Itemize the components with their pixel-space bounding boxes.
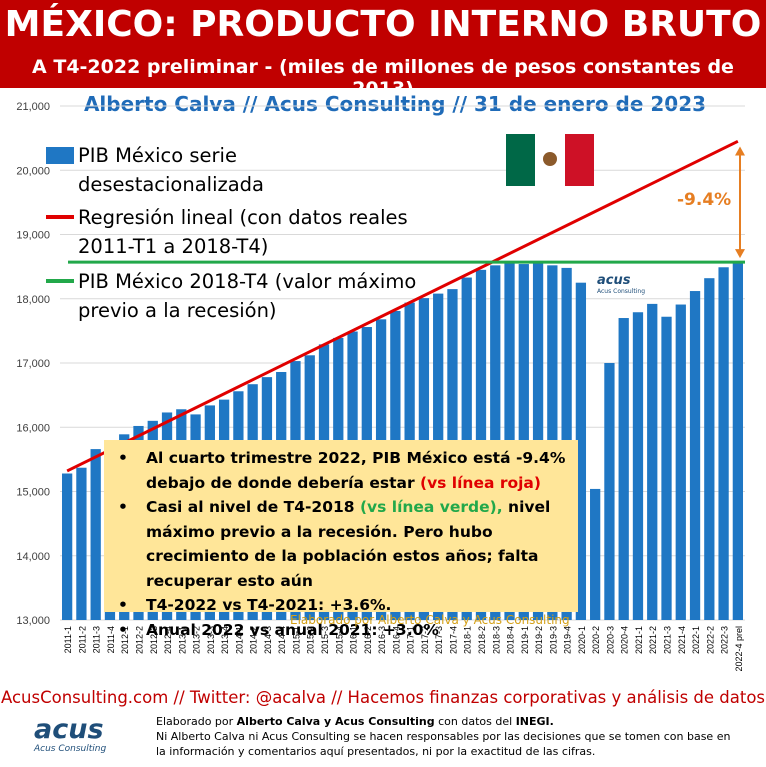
chart-subtitle: A T4-2022 preliminar - (miles de millone… bbox=[32, 56, 734, 100]
x-tick-label: 2021-2 bbox=[648, 626, 658, 654]
footer-line: AcusConsulting.com // Twitter: @acalva /… bbox=[0, 688, 766, 707]
legend-swatch-regression bbox=[46, 215, 74, 219]
bar bbox=[90, 449, 101, 620]
bar bbox=[590, 488, 601, 620]
y-tick-label: 16,000 bbox=[16, 422, 50, 434]
bar bbox=[704, 278, 715, 620]
note-item: Casi al nivel de T4-2018 (vs línea verde… bbox=[112, 495, 570, 593]
bar bbox=[61, 473, 73, 620]
bar bbox=[689, 291, 701, 620]
legend-label-regression: Regresión lineal (con datos reales 2011-… bbox=[78, 206, 408, 258]
x-tick-label: 2020-1 bbox=[577, 626, 587, 654]
credit-watermark: Elaborado por Alberto Calva y Acus Consu… bbox=[290, 613, 570, 627]
x-tick-label: 2011-1 bbox=[63, 626, 73, 653]
acus-watermark-logo: acus Acus Consulting bbox=[597, 273, 645, 295]
mexico-flag-icon bbox=[506, 134, 594, 186]
note-item: Anual 2022 vs anual 2021: +3.0% bbox=[112, 618, 570, 643]
gap-percent-label: -9.4% bbox=[677, 190, 732, 210]
x-tick-label: 2020-2 bbox=[591, 626, 601, 654]
watermark-logo-sub: Acus Consulting bbox=[597, 288, 646, 295]
regression-line bbox=[66, 139, 739, 473]
x-tick-label: 2011-2 bbox=[77, 626, 87, 653]
y-tick-label: 21,000 bbox=[16, 101, 50, 113]
bar bbox=[604, 363, 615, 620]
x-tick-label: 2011-4 bbox=[106, 626, 116, 653]
y-tick-label: 20,000 bbox=[16, 165, 50, 177]
bar bbox=[647, 303, 658, 620]
footer-disclaimer: Elaborado por Alberto Calva y Acus Consu… bbox=[156, 715, 731, 758]
x-tick-label: 2022-2 bbox=[705, 626, 715, 654]
y-tick-label: 17,000 bbox=[16, 358, 50, 370]
bar bbox=[675, 304, 686, 620]
notes-box: Al cuarto trimestre 2022, PIB México est… bbox=[104, 440, 578, 642]
gap-arrow-head bbox=[735, 146, 745, 156]
bar bbox=[632, 312, 644, 620]
y-tick-label: 19,000 bbox=[16, 230, 50, 242]
bar bbox=[661, 316, 672, 620]
x-tick-label: 2022-3 bbox=[720, 626, 730, 654]
x-tick-label: 2021-4 bbox=[677, 626, 687, 654]
footer-logo-sub: Acus Consulting bbox=[34, 744, 107, 754]
x-tick-label: 2011-3 bbox=[92, 626, 102, 653]
byline: Alberto Calva // Acus Consulting // 31 d… bbox=[83, 92, 707, 116]
watermark-logo-text: acus bbox=[597, 273, 631, 288]
x-tick-label: 2022-1 bbox=[691, 626, 701, 654]
bar bbox=[618, 318, 629, 620]
legend-label-bars: PIB México serie desestacionalizada bbox=[78, 144, 265, 196]
x-tick-label: 2021-3 bbox=[663, 626, 673, 654]
title-banner: MÉXICO: PRODUCTO INTERNO BRUTO A T4-2022… bbox=[0, 0, 766, 100]
bar bbox=[575, 282, 587, 620]
bar bbox=[732, 262, 744, 620]
legend-swatch-reference bbox=[46, 279, 74, 283]
y-tick-label: 18,000 bbox=[16, 294, 50, 306]
x-tick-label: 2021-1 bbox=[634, 626, 644, 654]
x-tick-label: 2020-3 bbox=[605, 626, 615, 654]
note-item: Al cuarto trimestre 2022, PIB México est… bbox=[112, 446, 570, 495]
chart-title: MÉXICO: PRODUCTO INTERNO BRUTO bbox=[4, 4, 762, 45]
x-tick-label: 2020-4 bbox=[620, 626, 630, 654]
acus-logo: acus Acus Consulting bbox=[34, 714, 107, 755]
bar bbox=[718, 267, 729, 620]
x-tick-label: 2022-4 prel bbox=[734, 626, 744, 672]
footer-logo-text: acus bbox=[34, 714, 104, 745]
y-tick-label: 13,000 bbox=[16, 615, 50, 627]
legend-label-reference: PIB México 2018-T4 (valor máximo previo … bbox=[78, 270, 417, 322]
bar bbox=[76, 467, 87, 620]
y-tick-label: 14,000 bbox=[16, 551, 50, 563]
legend-swatch-bars bbox=[46, 147, 74, 164]
note-item: T4-2022 vs T4-2021: +3.6%. bbox=[112, 593, 570, 618]
y-tick-label: 15,000 bbox=[16, 487, 50, 499]
gap-arrow-head bbox=[735, 249, 745, 259]
